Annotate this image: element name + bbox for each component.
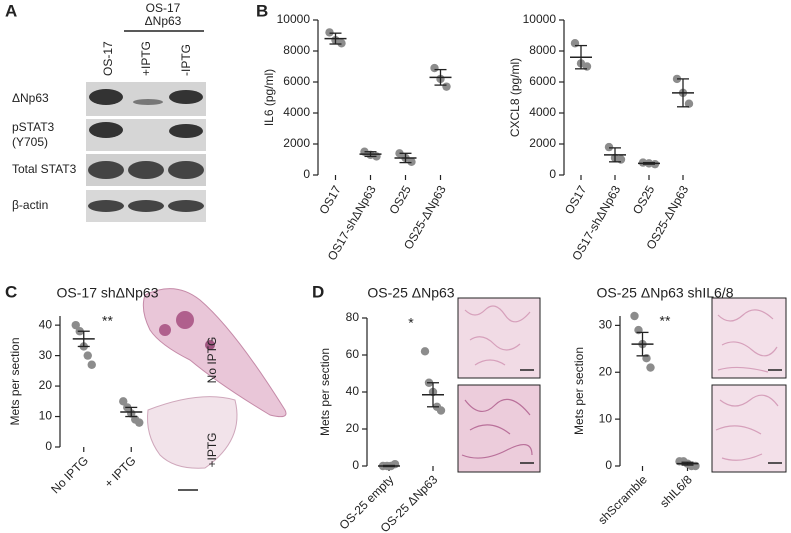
histology-image: [457, 297, 787, 473]
chart-title: OS-17 shΔNp63: [57, 285, 159, 301]
data-point: [337, 39, 346, 48]
y-tick-label: 0: [303, 167, 310, 181]
significance: **: [660, 313, 671, 329]
x-tick-label: shScramble: [595, 472, 650, 527]
blot-header: OS-17: [146, 1, 181, 15]
y-tick-label: 0: [549, 167, 556, 181]
data-point: [436, 406, 446, 415]
y-tick-label: 6000: [529, 74, 556, 88]
data-point: [135, 418, 144, 427]
y-axis-label: Mets per section: [318, 348, 332, 436]
y-tick-label: 6000: [283, 74, 310, 88]
data-point: [407, 157, 416, 167]
blot-row-label: pSTAT3: [12, 120, 55, 134]
y-tick-label: 20: [599, 364, 613, 378]
y-tick-label: 80: [346, 310, 360, 324]
y-tick-label: 8000: [529, 43, 556, 57]
blot-header: ΔNp63: [145, 14, 182, 28]
panel-label: A: [5, 1, 17, 20]
data-point: [71, 320, 80, 330]
y-tick-label: 4000: [529, 105, 556, 119]
blot-row-label: ΔNp63: [12, 91, 49, 105]
y-axis-label: IL6 (pg/ml): [262, 69, 276, 126]
lane-label: -IPTG: [179, 44, 193, 76]
histology-texture: [461, 305, 779, 461]
x-tick-label: + IPTG: [102, 453, 139, 490]
y-tick-label: 40: [346, 384, 360, 398]
y-tick-label: 10: [599, 411, 613, 425]
data-point: [430, 63, 439, 73]
data-point: [442, 82, 451, 91]
y-tick-label: 8000: [283, 43, 310, 57]
y-tick-label: 10: [39, 409, 53, 423]
y-tick-label: 20: [39, 378, 53, 392]
significance: *: [408, 315, 414, 331]
y-axis-label: Mets per section: [572, 347, 586, 435]
x-tick-label: OS17: [562, 183, 590, 217]
panel-label: B: [256, 1, 268, 20]
y-axis-label: CXCL8 (pg/ml): [508, 58, 522, 137]
data-point: [604, 142, 614, 152]
image-label: No IPTG: [205, 337, 219, 384]
y-tick-label: 0: [352, 458, 359, 472]
data-point: [420, 347, 430, 356]
data-point: [684, 99, 694, 108]
y-tick-label: 0: [605, 458, 612, 472]
significance: **: [102, 313, 113, 329]
x-tick-label: OS25: [386, 183, 414, 217]
blot-row-label: Total STAT3: [12, 162, 77, 176]
y-tick-label: 20: [346, 421, 360, 435]
x-tick-label: shIL6/8: [657, 472, 695, 510]
x-tick-label: OS25: [630, 183, 658, 217]
y-tick-label: 2000: [529, 136, 556, 150]
y-tick-label: 10000: [523, 12, 557, 26]
blot-row-label: β-actin: [12, 198, 48, 212]
data-point: [630, 311, 639, 321]
y-tick-label: 0: [45, 439, 52, 453]
image-label: +IPTG: [205, 432, 219, 467]
blot: [86, 82, 206, 222]
y-tick-label: 40: [39, 317, 53, 331]
y-tick-label: 60: [346, 347, 360, 361]
chart-title: OS-25 ΔNp63 shIL6/8: [597, 285, 734, 301]
y-tick-label: 30: [599, 318, 613, 332]
y-tick-label: 10000: [277, 12, 311, 26]
x-tick-label: OS17: [316, 183, 344, 217]
y-tick-label: 2000: [283, 136, 310, 150]
data-point: [646, 363, 655, 372]
panel-label: C: [5, 282, 17, 301]
lane-label: OS-17: [101, 41, 115, 76]
x-tick-label: No IPTG: [48, 453, 91, 496]
data-point: [83, 351, 92, 360]
histology-image: [142, 288, 287, 491]
panel-label: D: [312, 282, 324, 301]
data-point: [119, 397, 128, 406]
y-tick-label: 4000: [283, 105, 310, 119]
data-point: [87, 360, 96, 369]
blot-row-label: (Y705): [12, 135, 48, 149]
y-axis-label: Mets per section: [8, 337, 22, 425]
chart-title: OS-25 ΔNp63: [367, 285, 454, 301]
lane-label: +IPTG: [139, 41, 153, 76]
scale-bar: [520, 369, 782, 464]
y-tick-label: 30: [39, 348, 53, 362]
data-point: [325, 28, 334, 37]
